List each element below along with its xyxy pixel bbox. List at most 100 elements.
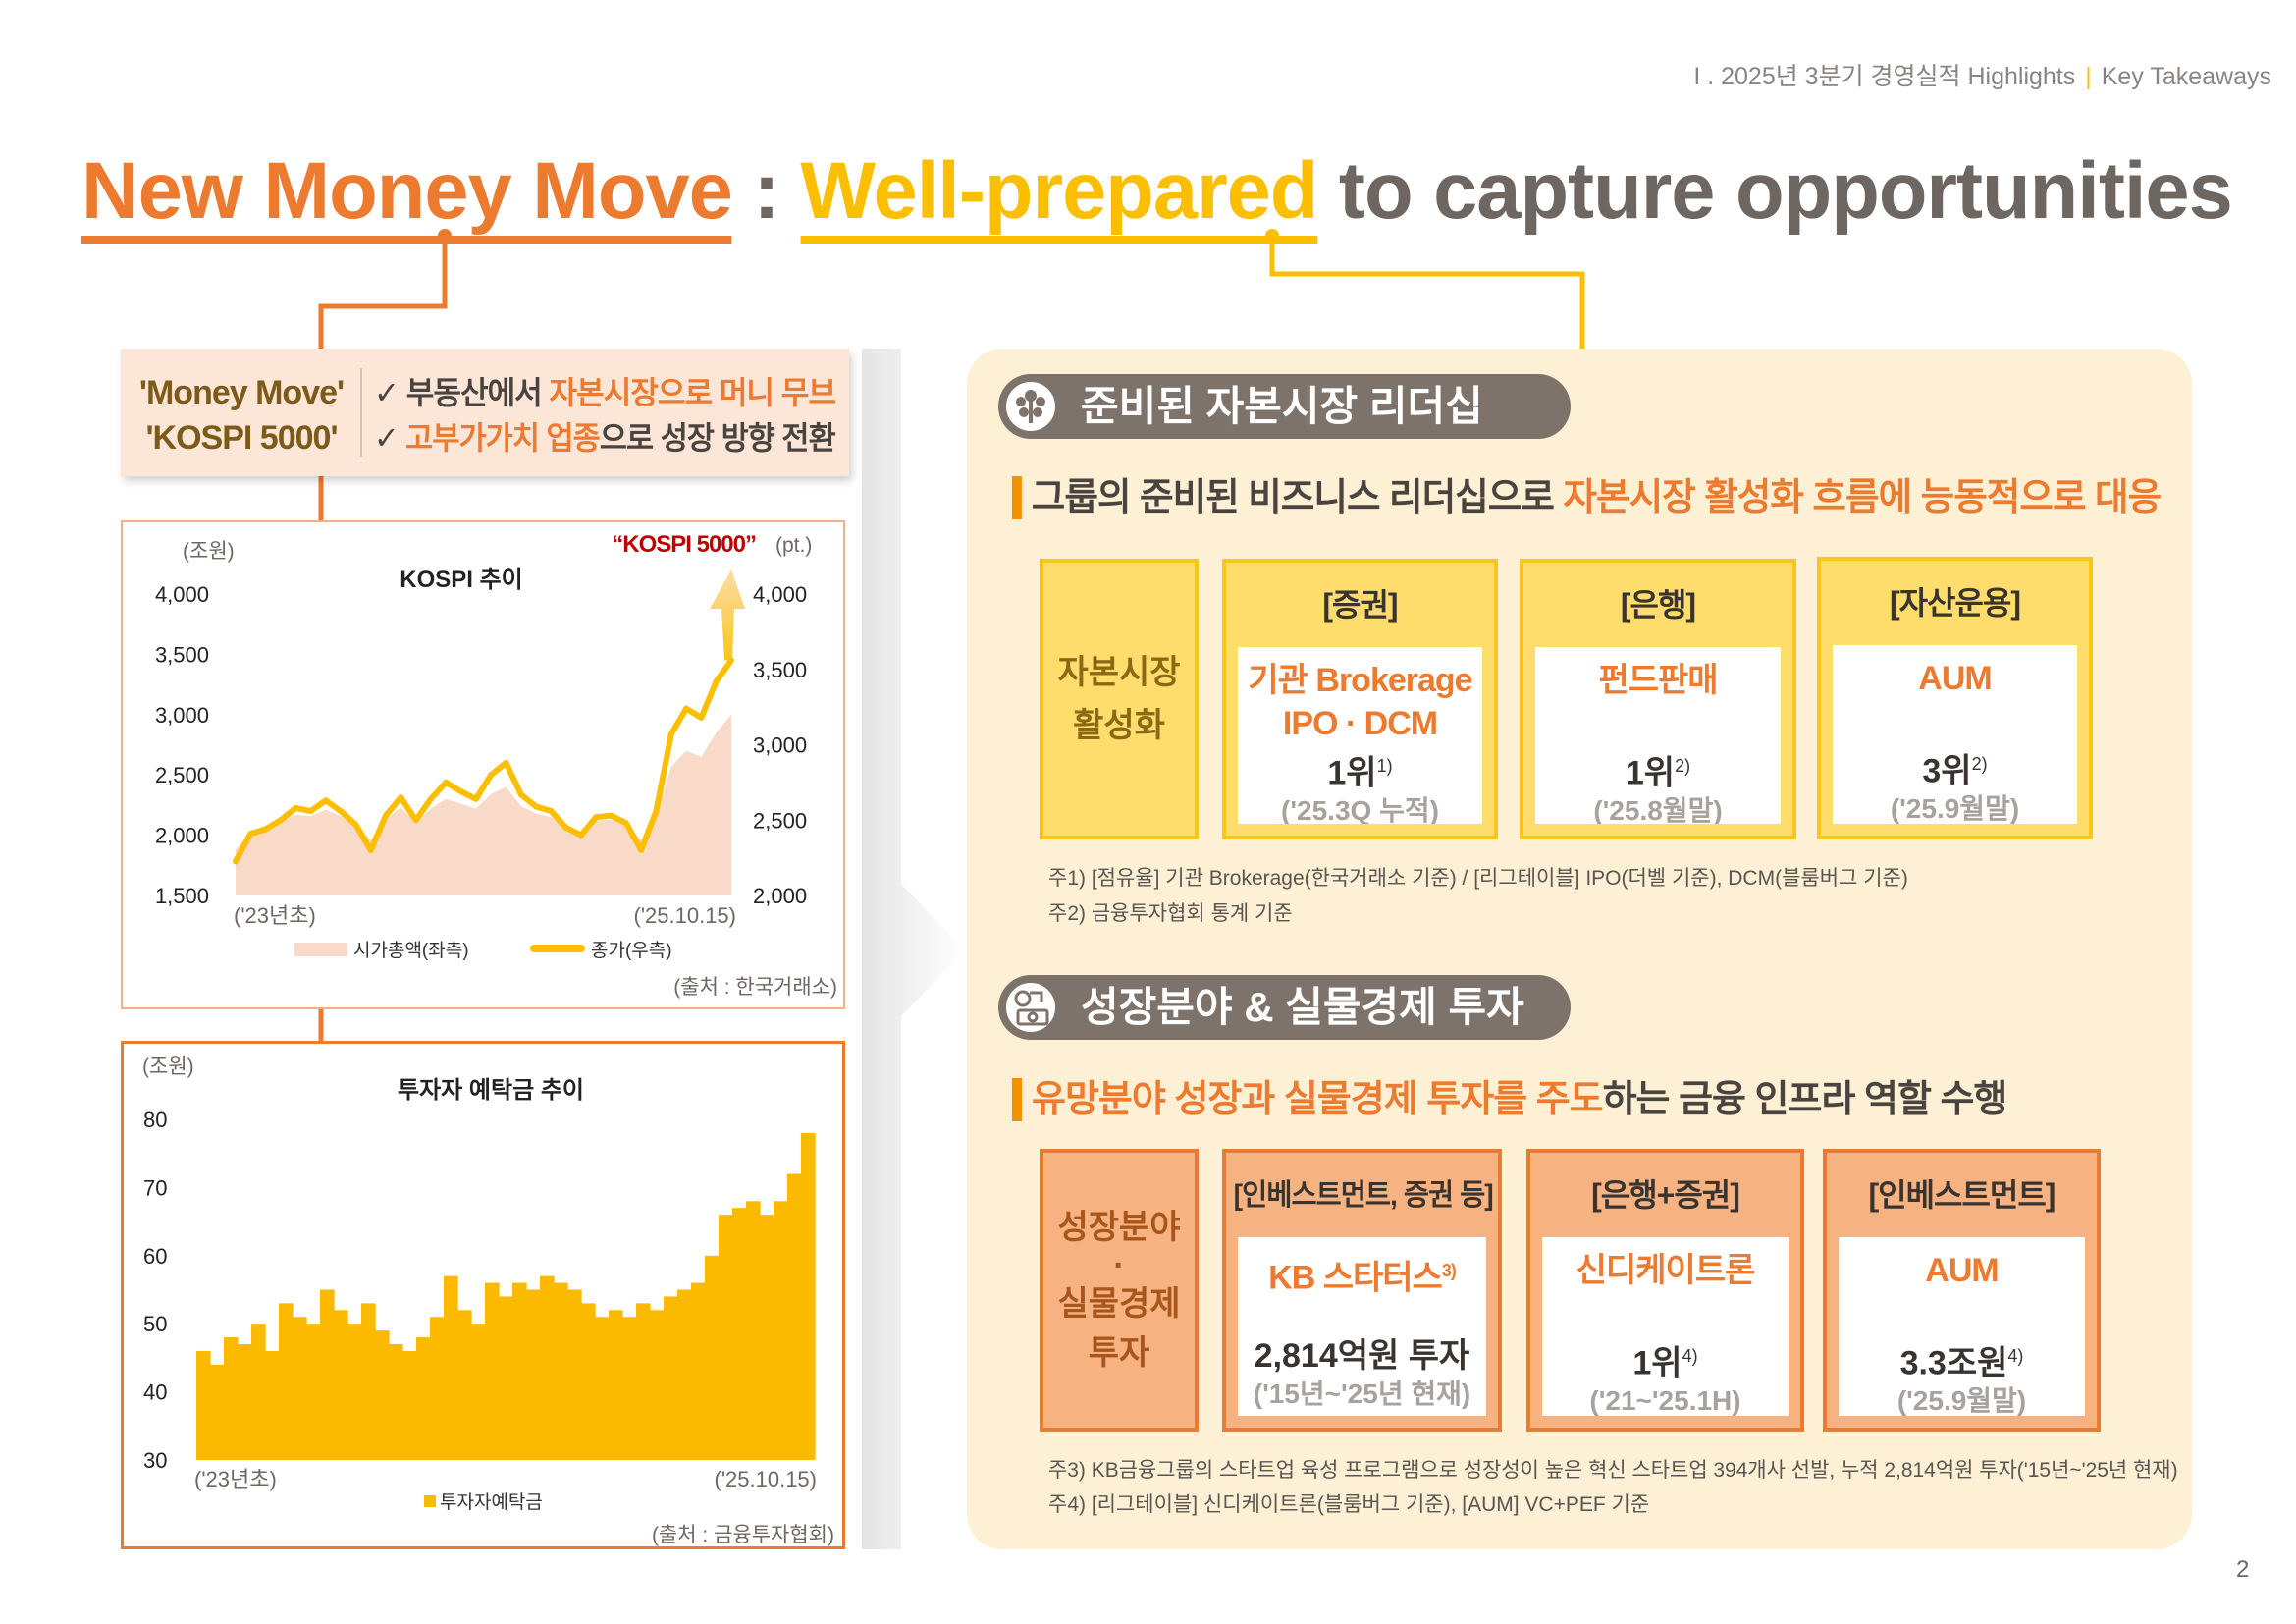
note-ref: 4)	[1682, 1346, 1698, 1366]
quote-open: “	[612, 531, 622, 558]
deposit-bar	[499, 1296, 513, 1460]
orange-connector	[318, 229, 452, 1041]
kospi-point	[517, 791, 524, 798]
card-rank: 1위2)	[1626, 745, 1690, 793]
y-right-tick: 2,500	[753, 808, 807, 833]
footnote-3: 주3) KB금융그룹의 스타트업 육성 프로그램으로 성장성이 높은 혁신 스타…	[1048, 1459, 2178, 1482]
deposit-bar	[471, 1324, 486, 1460]
card-head: [인베스트먼트, 증권 등]	[1233, 1179, 1494, 1212]
card-rank: 3.3조원4)	[1900, 1335, 2024, 1383]
deposit-bar	[347, 1324, 362, 1460]
note-ref: 3)	[1441, 1261, 1457, 1280]
footnote-1: 주1) [점유율] 기관 Brokerage(한국거래소 기준) / [리그테이…	[1048, 867, 1908, 890]
legend-swatch-deposit	[424, 1495, 436, 1507]
point-2: ✓ 고부가가치 업종으로 성장 방향 전환	[374, 415, 836, 460]
kospi-point	[443, 779, 450, 785]
kospi-point	[293, 804, 299, 811]
deposit-bar	[677, 1289, 692, 1460]
kospi-point	[427, 795, 434, 802]
y-left-tick: 2,000	[155, 824, 209, 848]
y-tick: 60	[143, 1244, 167, 1269]
x-end-label: ('25.10.15)	[715, 1467, 818, 1491]
section1-title: 준비된 자본시장 리더십	[1081, 383, 1483, 429]
kospi-point	[472, 795, 479, 802]
note-ref: 1)	[1376, 756, 1393, 776]
kospi-point	[412, 817, 419, 824]
deposit-bar	[526, 1289, 541, 1460]
deposit-bar	[375, 1330, 390, 1460]
y-tick: 30	[143, 1448, 167, 1473]
kospi-point	[503, 759, 509, 766]
deposit-bar	[320, 1289, 335, 1460]
card-bank: [은행] 펀드판매 1위2) ('25.8월말)	[1520, 559, 1796, 839]
deposit-bar	[293, 1317, 307, 1460]
y-unit: (조원)	[142, 1056, 194, 1078]
card-body: AUM 3위2) ('25.9월말)	[1833, 645, 2077, 824]
upward-arrow-icon	[710, 569, 745, 661]
check-icon: ✓	[374, 420, 400, 456]
kospi-point	[593, 814, 600, 821]
kospi-point	[698, 714, 705, 721]
subtitle-highlight: 유망분야 성장과 실물경제 투자를 주도	[1032, 1079, 1604, 1120]
yellow-connector	[1265, 229, 1585, 349]
card-period: ('25.9월말)	[1890, 793, 2020, 824]
section1-header: 준비된 자본시장 리더십	[998, 374, 1571, 439]
breadcrumb-page: Key Takeaways	[2101, 63, 2271, 90]
card-head: [은행+증권]	[1591, 1177, 1740, 1213]
deposit-bar	[554, 1282, 568, 1460]
card-head: [자산운용]	[1889, 585, 2021, 621]
y-tick: 80	[143, 1108, 167, 1132]
card-body: 기관 Brokerage IPO · DCM 1위1) ('25.3Q 누적)	[1238, 647, 1482, 824]
subtitle-highlight: 자본시장 활성화 흐름에 능동적으로 대응	[1563, 477, 2162, 518]
money-move-box: 'Money Move' 'KOSPI 5000' ✓ 부동산에서 자본시장으로…	[121, 349, 849, 476]
footnote-2: 주2) 금융투자협회 통계 기준	[1048, 902, 1293, 925]
divider-chevron	[862, 349, 965, 1549]
x-start-label: ('23년초)	[194, 1467, 277, 1491]
divider	[360, 368, 362, 457]
kospi-point	[352, 821, 359, 828]
card-period: ('25.3Q 누적)	[1281, 795, 1439, 824]
chart-source: (출처 : 한국거래소)	[673, 976, 837, 999]
kospi-point	[383, 812, 390, 819]
label-line: 활성화	[1073, 707, 1165, 744]
kospi-close-line	[233, 658, 734, 863]
card-main-line: 기관 Brokerage	[1248, 662, 1472, 699]
chart-source: (출처 : 금융투자협회)	[652, 1524, 834, 1546]
kospi-point	[367, 846, 374, 853]
card-main: KB 스타터스3)	[1268, 1249, 1457, 1299]
rank-value: 1위	[1625, 754, 1676, 792]
investment-coins-icon	[1002, 979, 1059, 1036]
card-body: 신디케이트론 1위4) ('21~'25.1H)	[1542, 1237, 1789, 1416]
deposit-bar	[238, 1344, 252, 1460]
footnote-4: 주4) [리그테이블] 신디케이트론(블룸버그 기준), [AUM] VC+PE…	[1048, 1493, 1650, 1516]
y-tick: 40	[143, 1380, 167, 1405]
point-1-highlight: 자본시장으로 머니 무브	[549, 375, 835, 410]
card-main: 기관 Brokerage IPO · DCM	[1238, 659, 1482, 745]
note-ref: 4)	[2007, 1346, 2024, 1366]
y-right-tick: 2,000	[753, 884, 807, 908]
deposit-bar	[595, 1317, 610, 1460]
y-right-tick: 4,000	[753, 582, 807, 607]
deposit-bar	[609, 1310, 623, 1460]
card-securities: [증권] 기관 Brokerage IPO · DCM 1위1) ('25.3Q …	[1222, 559, 1498, 839]
money-move-points: ✓ 부동산에서 자본시장으로 머니 무브 ✓ 고부가가치 업종으로 성장 방향 …	[374, 370, 857, 460]
deposit-bar	[196, 1350, 211, 1460]
kospi-point	[608, 812, 614, 819]
breadcrumb-separator: |	[2085, 63, 2092, 90]
y-right-unit: (pt.)	[775, 534, 812, 557]
y-left-tick: 2,500	[155, 763, 209, 787]
deposit-bar	[334, 1310, 348, 1460]
card-rank: 1위1)	[1327, 745, 1392, 793]
section1-subtitle: 그룹의 준비된 비즈니스 리더십으로 자본시장 활성화 흐름에 능동적으로 대응	[1012, 476, 2162, 519]
title-rest: to capture opportunities	[1338, 146, 2233, 236]
deposit-bar	[650, 1310, 665, 1460]
title-new-money-move: New Money Move	[81, 146, 733, 244]
kospi-point	[233, 858, 239, 865]
deposit-bar	[485, 1282, 500, 1460]
page-number: 2	[2236, 1556, 2250, 1583]
card-investment-aum: [인베스트먼트] AUM 3.3조원4) ('25.9월말)	[1823, 1149, 2101, 1432]
y-left-tick: 4,000	[155, 582, 209, 607]
kospi-point	[577, 832, 584, 839]
quote-close: ”	[745, 531, 756, 558]
